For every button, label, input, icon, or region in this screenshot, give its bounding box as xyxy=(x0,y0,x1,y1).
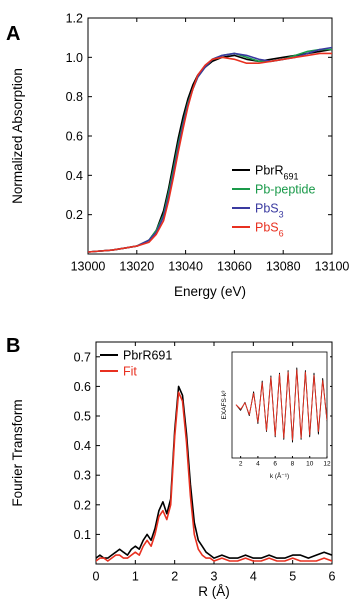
x-axis-title: R (Å) xyxy=(198,584,230,599)
legend-label: PbrR691 xyxy=(123,349,172,363)
series-line-pbrr691 xyxy=(88,48,332,253)
y-tick-label: 1.2 xyxy=(66,12,83,26)
y-tick-label: 0.1 xyxy=(74,528,91,542)
x-tick-label: 5 xyxy=(289,570,296,584)
panel-a-letter: A xyxy=(6,23,20,45)
x-tick-label: 4 xyxy=(250,570,257,584)
y-axis-title: EXAFS·k³ xyxy=(221,390,228,420)
x-tick-label: 6 xyxy=(329,570,336,584)
legend-label: PbS3 xyxy=(255,202,284,220)
y-axis-title: Fourier Transform xyxy=(10,399,25,506)
legend-label: PbS6 xyxy=(255,221,284,239)
y-tick-label: 0.4 xyxy=(66,169,83,183)
series-group xyxy=(235,367,327,443)
legend-label: Pb-peptide xyxy=(255,183,316,197)
legend-label: Fit xyxy=(123,365,137,379)
series-line-pbs6 xyxy=(88,52,332,253)
x-tick-label: 13060 xyxy=(217,260,252,274)
legend-label: PbrR691 xyxy=(255,164,299,182)
y-tick-label: 0.6 xyxy=(74,380,91,394)
x-tick-label: 2 xyxy=(171,570,178,584)
x-tick-label: 8 xyxy=(291,461,295,468)
series-line-fit xyxy=(96,391,332,562)
series-line-fit xyxy=(235,369,327,441)
series-group xyxy=(96,385,332,562)
y-tick-label: 1.0 xyxy=(66,51,83,65)
y-tick-label: 0.6 xyxy=(66,130,83,144)
inset-background xyxy=(220,346,330,470)
x-axis-title: Energy (eV) xyxy=(174,284,246,299)
legend-panel-b: PbrR691 Fit xyxy=(100,349,172,379)
x-tick-label: 2 xyxy=(239,461,243,468)
x-tick-label: 6 xyxy=(273,461,277,468)
series-group xyxy=(88,46,332,253)
y-tick-label: 0.2 xyxy=(66,208,83,222)
y-tick-label: 0.8 xyxy=(66,90,83,104)
y-tick-label: 0.4 xyxy=(74,439,91,453)
x-tick-label: 13080 xyxy=(266,260,301,274)
y-axis-title: Normalized Absorption xyxy=(10,68,25,204)
x-tick-label: 13000 xyxy=(71,260,106,274)
plot-frame xyxy=(87,17,333,255)
y-tick-label: 0.7 xyxy=(74,350,91,364)
x-tick-label: 3 xyxy=(211,570,218,584)
x-tick-label: 13040 xyxy=(168,260,203,274)
series-line-pb-peptide xyxy=(88,48,332,253)
chart-panel-b-inset: 2 4 6 8 10 12 k (Å⁻¹) EXAFS·k³ xyxy=(220,346,331,480)
x-tick-label: 1 xyxy=(132,570,139,584)
series-line-pbs3 xyxy=(88,46,332,253)
x-tick-label: 0 xyxy=(93,570,100,584)
chart-panel-a: 13000 13020 13040 13060 13080 13100 0.2 0.4 0.6 0… xyxy=(10,12,349,300)
chart-panel-b: 0 1 2 3 4 5 60.10.20.30.40.50.60.7R (Å)Fourier… xyxy=(10,341,336,599)
plot-frame xyxy=(231,351,328,459)
x-tick-label: 13100 xyxy=(315,260,350,274)
x-tick-label: 4 xyxy=(256,461,260,468)
y-tick-label: 0.2 xyxy=(74,498,91,512)
panel-b-letter: B xyxy=(6,335,20,357)
x-axis-title: k (Å⁻¹) xyxy=(270,471,289,480)
y-tick-label: 0.5 xyxy=(74,410,91,424)
x-tick-label: 13020 xyxy=(119,260,154,274)
y-tick-label: 0.3 xyxy=(74,469,91,483)
x-tick-label: 12 xyxy=(323,461,331,468)
x-tick-label: 10 xyxy=(306,461,314,468)
